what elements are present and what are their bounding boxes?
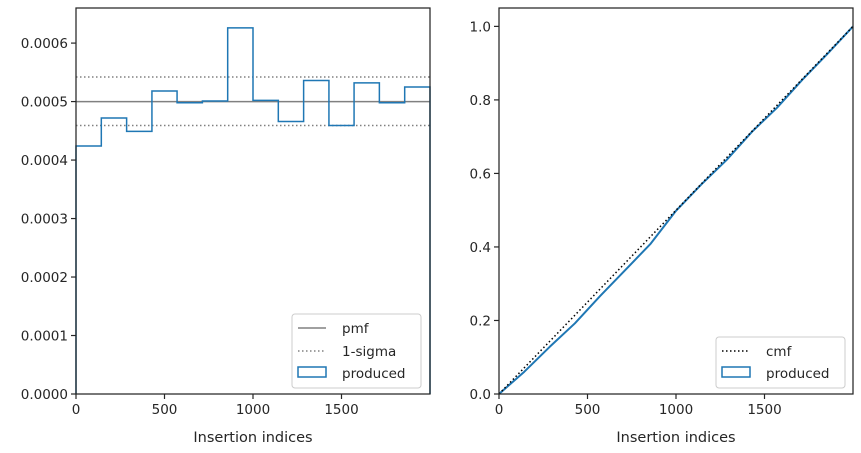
- produced-histogram-step: [75, 27, 431, 394]
- histogram-y-tick-label: 0.0000: [21, 387, 68, 403]
- histogram-x-tick-label: 1000: [236, 402, 270, 418]
- histogram-y-tick-label: 0.0001: [21, 329, 68, 345]
- histogram-y-tick-label: 0.0006: [21, 36, 68, 52]
- cumulative-x-tick-label: 0: [495, 402, 504, 418]
- legend-produced-label: produced: [342, 366, 406, 382]
- histogram-y-tick-label: 0.0005: [21, 95, 68, 111]
- histogram-legend: pmf 1-sigma produced: [291, 313, 422, 389]
- histogram-y-tick-label: 0.0003: [21, 212, 68, 228]
- histogram-legend-box: [291, 313, 422, 389]
- histogram-plot-area: [75, 27, 431, 394]
- legend-produced-swatch: [721, 366, 751, 378]
- cumulative-y-tick-label: 1.0: [470, 19, 491, 35]
- cumulative-x-tick-label: 1000: [659, 402, 693, 418]
- legend-produced-label: produced: [766, 366, 830, 382]
- cumulative-x-ticks: 0 500 1000 1500: [495, 394, 782, 418]
- cumulative-x-axis-label: Insertion indices: [616, 430, 735, 446]
- histogram-x-ticks: 0 500 1000 1500: [72, 394, 359, 418]
- histogram-y-tick-label: 0.0002: [21, 270, 68, 286]
- histogram-x-tick-label: 500: [152, 402, 178, 418]
- cumulative-y-tick-label: 0.4: [470, 240, 491, 256]
- legend-produced-swatch: [297, 366, 327, 378]
- cumulative-y-tick-label: 0.0: [470, 387, 491, 403]
- histogram-panel: 0 500 1000 1500 0.00000.00010.00020.00030.0…: [21, 7, 431, 446]
- histogram-y-ticks: 0.0000 0.0001 0.0002 0.0003 0.0004 0.0005 0.00…: [21, 36, 76, 403]
- legend-pmf-label: pmf: [342, 321, 370, 337]
- histogram-x-axis-label: Insertion indices: [193, 430, 312, 446]
- legend-1-sigma-label: 1-sigma: [342, 344, 396, 360]
- cumulative-legend: cmf produced: [715, 336, 846, 389]
- cumulative-plot-area: [498, 25, 854, 395]
- histogram-x-tick-label: 1500: [324, 402, 358, 418]
- cumulative-x-tick-label: 1500: [747, 402, 781, 418]
- cumulative-x-tick-label: 500: [575, 402, 601, 418]
- cmf-line: [498, 25, 854, 395]
- cumulative-y-ticks: 0.0 0.2 0.4 0.6 0.8 1.0: [470, 19, 499, 403]
- cumulative-y-tick-label: 0.8: [470, 93, 491, 109]
- cumulative-legend-box: [715, 336, 846, 389]
- cumulative-y-tick-label: 0.2: [470, 313, 491, 329]
- cumulative-y-tick-label: 0.6: [470, 166, 491, 182]
- legend-cmf-label: cmf: [766, 344, 793, 360]
- produced-line: [498, 25, 854, 395]
- cumulative-panel: 0 500 1000 1500 0.0 0.2 0.4 0.6 0.8 1.0 Insertio…: [470, 7, 854, 446]
- histogram-x-tick-label: 0: [72, 402, 81, 418]
- histogram-y-tick-label: 0.0004: [21, 153, 68, 169]
